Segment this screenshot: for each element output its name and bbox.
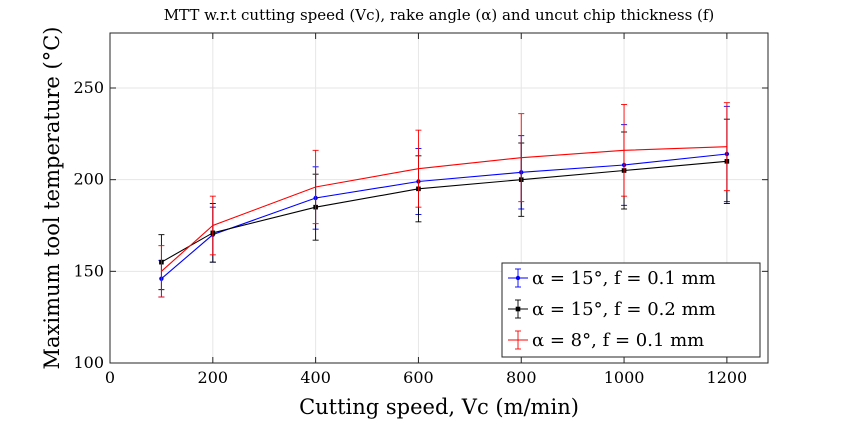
legend-box — [501, 262, 761, 358]
y-tick-label: 100 — [73, 353, 104, 372]
legend-item-1: α = 15°, f = 0.1 mm — [508, 268, 716, 289]
x-axis-label: Cutting speed, Vc (m/min) — [299, 395, 579, 419]
plot-frame — [109, 32, 769, 364]
series-line — [161, 153, 727, 280]
y-axis-label: Maximum tool temperature (°C) — [40, 27, 64, 370]
legend-marker — [515, 306, 521, 312]
legend-item-3: α = 8°, f = 0.1 mm — [508, 330, 704, 351]
chart-title: MTT w.r.t cutting speed (Vc), rake angle… — [164, 6, 715, 24]
series-group — [158, 102, 730, 298]
legend-label: α = 15°, f = 0.1 mm — [532, 268, 716, 289]
x-tick-label: 600 — [403, 368, 434, 387]
axis-ticks: 0 200 400 600 800 1000 1200 100 150 200 250 — [73, 33, 768, 387]
legend: α = 15°, f = 0.1 mm α = 15°, f = 0.2 mm α … — [501, 262, 761, 358]
x-tick-label: 800 — [506, 368, 537, 387]
legend-item-2: α = 15°, f = 0.2 mm — [508, 299, 716, 320]
x-tick-label: 1000 — [604, 368, 645, 387]
y-tick-label: 150 — [73, 261, 104, 280]
series-3 — [158, 102, 730, 298]
y-tick-label: 250 — [73, 78, 104, 97]
x-tick-label: 400 — [300, 368, 331, 387]
series-line — [161, 160, 727, 263]
series-line — [161, 146, 727, 272]
x-tick-label: 200 — [198, 368, 229, 387]
y-tick-label: 200 — [73, 170, 104, 189]
x-tick-label: 0 — [105, 368, 115, 387]
x-tick-label: 1200 — [707, 368, 748, 387]
legend-label: α = 15°, f = 0.2 mm — [532, 299, 716, 320]
legend-marker — [515, 275, 521, 281]
legend-label: α = 8°, f = 0.1 mm — [532, 330, 704, 351]
